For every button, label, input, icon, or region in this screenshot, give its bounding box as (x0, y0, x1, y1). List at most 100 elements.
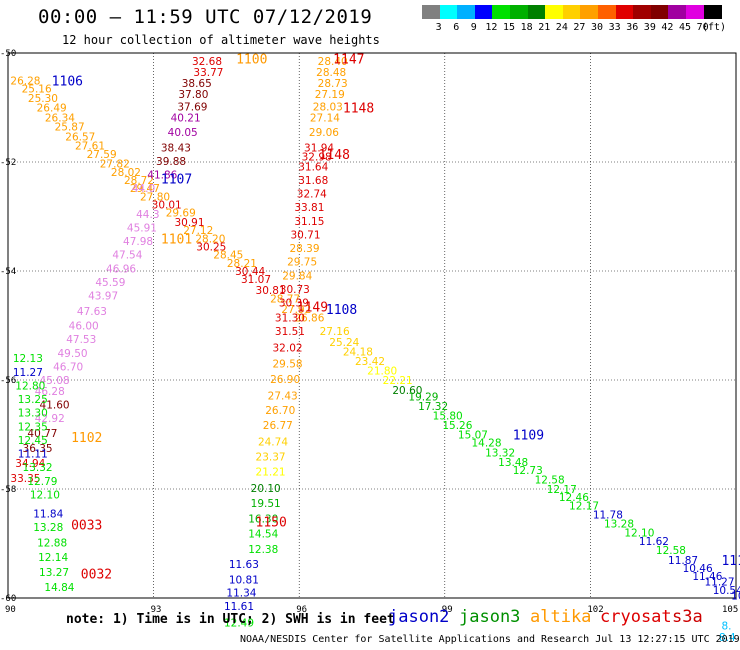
data-point-label: 13.25 (18, 394, 48, 406)
data-point-label: 27.80 (140, 191, 170, 203)
data-point-label: 13.48 (498, 457, 528, 469)
data-point-label: 34.94 (15, 458, 45, 470)
data-point-label: 44.0 (132, 183, 155, 195)
color-scale-label: 36 (626, 22, 639, 33)
data-point-label: 13.32 (23, 462, 53, 474)
data-point-label: 12.58 (535, 475, 565, 487)
data-point-label: 46.00 (69, 321, 99, 333)
color-scale-label: 30 (591, 22, 604, 33)
pass-time-label: 1149 (297, 300, 328, 315)
satellite-legend-jason3: jason3 (459, 607, 521, 627)
color-scale-swatch (545, 5, 564, 19)
data-point-label: 30.73 (280, 284, 310, 296)
data-point-label: 8.4 (719, 632, 736, 644)
data-point-label: 15.07 (458, 430, 488, 442)
data-point-label: 31.07 (241, 274, 271, 286)
data-point-label: 12.80 (15, 380, 45, 392)
pass-time-label: 0032 (81, 567, 112, 582)
color-scale-label: 39 (643, 22, 656, 33)
data-point-label: 33.35 (10, 473, 40, 485)
data-point-label: 28.73 (318, 78, 348, 90)
data-point-label: 49.50 (58, 348, 88, 360)
data-point-label: 13.28 (33, 522, 63, 534)
color-scale-swatch (633, 5, 652, 19)
data-point-label: 8. (721, 620, 731, 632)
data-point-label: 13.32 (485, 447, 515, 459)
data-point-label: 41.86 (147, 170, 177, 182)
data-point-label: 11.62 (639, 536, 669, 548)
data-point-label: 27.19 (315, 89, 345, 101)
data-point-label: 21.80 (367, 366, 397, 378)
data-point-label: 31.15 (294, 216, 324, 228)
x-tick-label: 99 (442, 605, 453, 615)
data-point-label: 14.28 (471, 438, 501, 450)
pass-time-label: 1107 (161, 172, 192, 187)
y-tick-label: -50 (0, 49, 16, 59)
color-scale-swatch (422, 5, 441, 19)
pass-time-label: 1148 (343, 102, 374, 117)
data-point-label: 37.69 (177, 101, 207, 113)
data-point-label: 30.71 (290, 229, 320, 241)
data-point-label: 38.65 (182, 78, 212, 90)
data-point-label: 32.74 (297, 189, 327, 201)
data-point-label: 47.98 (123, 236, 153, 248)
color-scale-swatch (668, 5, 687, 19)
data-point-label: 12.49 (224, 618, 254, 630)
data-point-label: 29.47 (130, 183, 160, 195)
data-point-label: 27.16 (320, 326, 350, 338)
data-point-label: 45.91 (127, 222, 157, 234)
data-point-label: 26.34 (45, 112, 75, 124)
color-scale-swatch (650, 5, 669, 19)
data-point-label: 40.05 (168, 127, 198, 139)
color-scale-label: 24 (555, 22, 568, 33)
data-point-label: 41.60 (40, 400, 70, 412)
data-point-label: 30.91 (174, 217, 204, 229)
data-point-label: 12.17 (569, 500, 599, 512)
data-point-label: 25.30 (28, 93, 58, 105)
data-point-label: 11.27 (13, 367, 43, 379)
data-point-label: 47.63 (77, 306, 107, 318)
x-tick-label: 102 (587, 605, 603, 615)
footer-credit: NOAA/NESDIS Center for Satellite Applica… (240, 634, 740, 645)
data-point-label: 25.24 (329, 337, 359, 349)
data-point-label: 12.58 (656, 545, 686, 557)
data-point-label: 31.64 (298, 161, 328, 173)
data-point-label: 40.21 (171, 112, 201, 124)
data-point-label: 13.27 (39, 567, 69, 579)
data-point-label: 37.80 (178, 89, 208, 101)
satellite-legend-altika: altika (530, 607, 592, 627)
data-point-label: 26.57 (65, 131, 95, 143)
color-scale-label: 15 (503, 22, 516, 33)
data-point-label: 43.97 (88, 291, 118, 303)
data-point-label: 28.20 (195, 233, 225, 245)
color-scale-swatch (580, 5, 599, 19)
pass-time-label: 1147 (333, 52, 364, 67)
data-point-label: 27.12 (183, 225, 213, 237)
data-point-label: 26.90 (270, 374, 300, 386)
data-point-label: 20.10 (251, 483, 281, 495)
data-point-label: 29.58 (273, 359, 303, 371)
data-point-label: 27.92 (281, 304, 311, 316)
data-point-label: 29.06 (309, 127, 339, 139)
color-scale-label: 42 (661, 22, 674, 33)
data-point-label: 12.10 (30, 489, 60, 501)
color-scale-label: 70 (696, 22, 709, 33)
x-tick-label: 105 (722, 605, 738, 615)
data-point-label: 45.08 (40, 375, 70, 387)
color-scale-swatch (474, 5, 493, 19)
pass-time-label: 1108 (326, 303, 357, 318)
pass-time-label: 1102 (71, 431, 102, 446)
data-point-label: 24.18 (343, 347, 373, 359)
data-point-label: 46.70 (53, 361, 83, 373)
color-scale-swatch (703, 5, 722, 19)
data-point-label: 22.21 (383, 375, 413, 387)
data-point-label: 29.84 (282, 270, 312, 282)
data-point-label: 32.98 (302, 152, 332, 164)
data-point-label: 17.32 (418, 401, 448, 413)
data-point-label: 28.02 (111, 167, 141, 179)
footer-note: note: 1) Time is in UTC; 2) SWH is in fe… (66, 612, 395, 627)
data-point-label: 12.17 (547, 484, 577, 496)
pass-time-label: 111 (721, 554, 740, 569)
color-scale-label: 33 (608, 22, 621, 33)
